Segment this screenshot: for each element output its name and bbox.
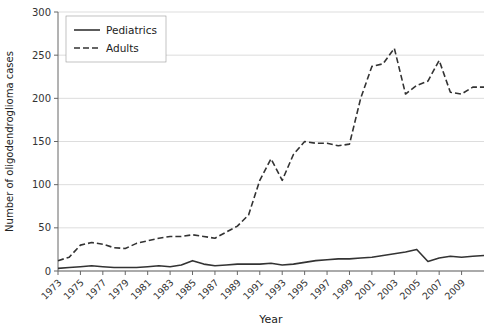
y-tick-label: 300 xyxy=(32,7,51,18)
grid-line xyxy=(58,271,484,272)
x-tick-label: 1999 xyxy=(330,277,355,302)
y-tick xyxy=(54,12,58,13)
y-tick-label: 150 xyxy=(32,136,51,147)
x-tick xyxy=(371,271,372,275)
x-axis-label: Year xyxy=(258,313,283,326)
x-tick-label: 1989 xyxy=(218,277,243,302)
y-tick-label: 100 xyxy=(32,179,51,190)
y-axis-label: Number of oligodendroglioma cases xyxy=(4,51,15,232)
x-tick-label: 1993 xyxy=(263,277,288,302)
x-tick xyxy=(125,271,126,275)
x-tick xyxy=(147,271,148,275)
y-tick xyxy=(54,227,58,228)
y-tick-label: 50 xyxy=(38,222,51,233)
x-tick xyxy=(416,271,417,275)
y-tick xyxy=(54,141,58,142)
x-tick-label: 2009 xyxy=(442,277,467,302)
grid-line xyxy=(58,98,484,99)
y-tick-label: 0 xyxy=(45,266,51,277)
chart: 0501001502002503001973197519771979198119… xyxy=(0,0,500,329)
x-tick-label: 1975 xyxy=(61,277,86,302)
x-tick-label: 2005 xyxy=(398,277,423,302)
x-tick-label: 1977 xyxy=(84,277,109,302)
x-tick xyxy=(192,271,193,275)
x-tick xyxy=(461,271,462,275)
x-tick-label: 1995 xyxy=(285,277,310,302)
legend-swatch xyxy=(74,29,100,31)
x-tick xyxy=(237,271,238,275)
series-line xyxy=(58,48,484,260)
y-tick xyxy=(54,184,58,185)
y-tick xyxy=(54,271,58,272)
grid-line xyxy=(58,184,484,185)
legend-frame xyxy=(66,16,166,62)
x-tick xyxy=(282,271,283,275)
x-tick-label: 1979 xyxy=(106,277,131,302)
series-line xyxy=(58,249,484,268)
grid-line xyxy=(58,12,484,13)
x-tick xyxy=(327,271,328,275)
y-tick-label: 200 xyxy=(32,93,51,104)
x-tick xyxy=(349,271,350,275)
x-tick-label: 1981 xyxy=(128,277,153,302)
y-tick xyxy=(54,98,58,99)
y-axis xyxy=(58,12,59,271)
x-tick-label: 1973 xyxy=(39,277,64,302)
x-axis xyxy=(58,271,484,272)
x-tick-label: 1983 xyxy=(151,277,176,302)
x-tick-label: 1991 xyxy=(241,277,266,302)
x-tick xyxy=(439,271,440,275)
x-tick xyxy=(304,271,305,275)
legend: Pediatrics Adults xyxy=(66,16,166,62)
x-tick xyxy=(170,271,171,275)
legend-label: Pediatrics xyxy=(106,24,157,36)
x-tick-label: 2003 xyxy=(375,277,400,302)
x-tick xyxy=(214,271,215,275)
x-tick-label: 1985 xyxy=(173,277,198,302)
x-tick xyxy=(80,271,81,275)
x-tick xyxy=(259,271,260,275)
grid-line xyxy=(58,227,484,228)
x-tick-label: 1987 xyxy=(196,277,221,302)
grid-line xyxy=(58,141,484,142)
x-tick-label: 2007 xyxy=(420,277,445,302)
x-tick xyxy=(102,271,103,275)
x-tick xyxy=(58,271,59,275)
legend-label: Adults xyxy=(106,42,139,54)
y-tick xyxy=(54,55,58,56)
x-tick-label: 2001 xyxy=(353,277,378,302)
x-tick-label: 1997 xyxy=(308,277,333,302)
x-tick xyxy=(394,271,395,275)
legend-swatch xyxy=(74,47,100,49)
y-tick-label: 250 xyxy=(32,50,51,61)
